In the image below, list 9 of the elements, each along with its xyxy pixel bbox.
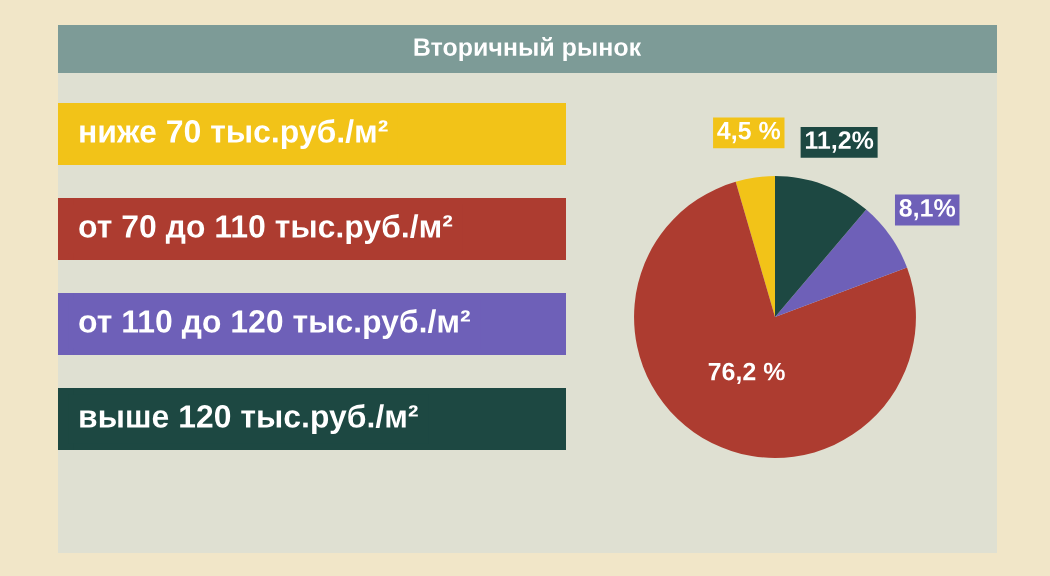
legend-label: от 70 до 110 тыс.руб./м² — [79, 213, 453, 245]
data-label: 11,2% — [805, 131, 874, 153]
legend-label: от 110 до 120 тыс.руб./м² — [79, 308, 470, 340]
legend-label: выше 120 тыс.руб./м² — [80, 403, 418, 435]
legend-label: ниже 70 тыс.руб./м² — [80, 118, 388, 150]
data-label: 76,2 % — [708, 362, 785, 385]
data-label: 8,1% — [899, 199, 956, 221]
data-label: 4,5 % — [717, 121, 781, 144]
chart-title: Вторичный рынок — [414, 37, 642, 61]
